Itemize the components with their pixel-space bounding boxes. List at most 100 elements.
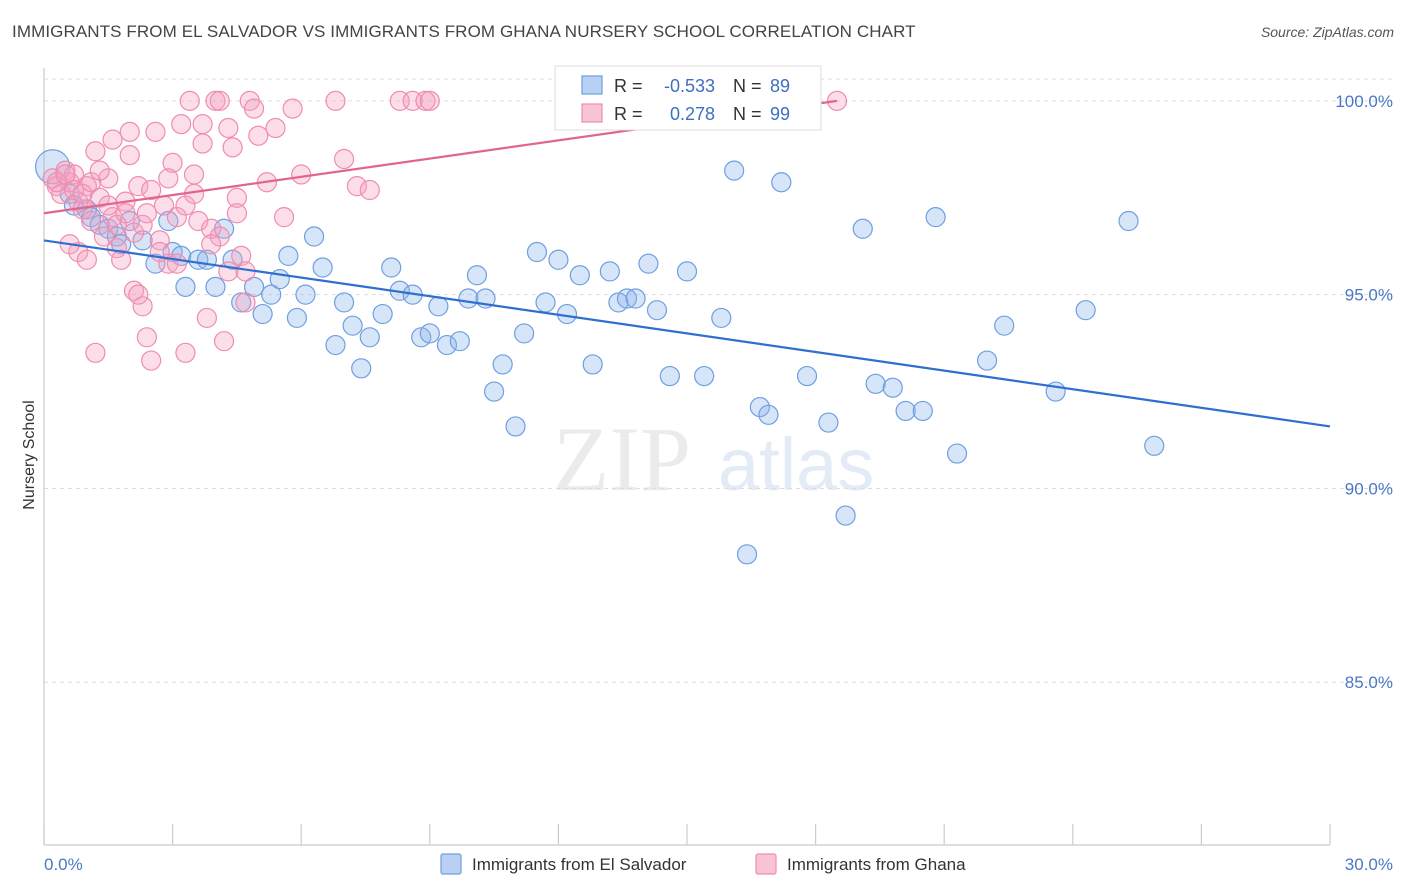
point-ghana bbox=[171, 114, 192, 135]
point-el-salvador bbox=[303, 226, 325, 247]
point-el-salvador bbox=[436, 334, 458, 356]
series-el-salvador bbox=[34, 102, 1165, 565]
stats-n-value-2: 99 bbox=[770, 104, 790, 124]
point-ghana bbox=[226, 187, 247, 208]
point-ghana bbox=[102, 129, 123, 150]
axes bbox=[43, 68, 1331, 846]
point-ghana bbox=[93, 226, 115, 247]
point-el-salvador bbox=[205, 276, 226, 298]
point-ghana bbox=[85, 342, 106, 363]
trend-line-el-salvador bbox=[43, 239, 1331, 428]
point-el-salvador bbox=[758, 404, 779, 425]
point-ghana bbox=[209, 226, 230, 247]
point-ghana bbox=[231, 245, 252, 267]
point-ghana bbox=[201, 234, 222, 255]
point-el-salvador bbox=[616, 288, 638, 309]
point-ghana bbox=[132, 214, 153, 236]
point-el-salvador bbox=[865, 373, 886, 394]
stats-swatch-el-salvador bbox=[581, 75, 603, 95]
point-ghana bbox=[243, 98, 265, 119]
point-ghana bbox=[192, 133, 213, 154]
point-el-salvador bbox=[976, 350, 998, 371]
point-el-salvador bbox=[419, 323, 440, 344]
point-ghana bbox=[218, 117, 239, 139]
stats-n-value-1: 89 bbox=[770, 76, 790, 96]
point-ghana bbox=[136, 203, 157, 224]
point-ghana bbox=[166, 207, 187, 228]
point-el-salvador bbox=[333, 292, 355, 313]
point-el-salvador bbox=[1075, 300, 1096, 321]
stats-r-value-2: 0.278 bbox=[670, 104, 715, 124]
point-el-salvador bbox=[261, 284, 282, 305]
stats-swatch-ghana bbox=[581, 103, 603, 123]
point-ghana bbox=[68, 241, 89, 263]
point-ghana bbox=[119, 121, 140, 142]
point-ghana bbox=[235, 292, 256, 313]
point-el-salvador bbox=[231, 292, 252, 313]
point-el-salvador bbox=[492, 354, 513, 375]
point-ghana bbox=[209, 90, 230, 111]
point-el-salvador bbox=[188, 249, 209, 270]
point-el-salvador bbox=[243, 276, 265, 298]
point-el-salvador bbox=[852, 218, 873, 239]
point-el-salvador bbox=[946, 443, 968, 464]
point-ghana bbox=[346, 176, 368, 197]
point-ghana bbox=[218, 261, 239, 282]
stats-r-label-1: R = bbox=[614, 76, 643, 96]
y-tick-label: 85.0% bbox=[1345, 673, 1393, 692]
point-ghana bbox=[106, 238, 127, 259]
point-ghana bbox=[55, 164, 76, 185]
legend-swatch-el-salvador bbox=[440, 853, 462, 875]
point-el-salvador bbox=[659, 365, 680, 387]
point-el-salvador bbox=[342, 315, 363, 336]
point-ghana bbox=[89, 187, 110, 208]
watermark: ZIP atlas bbox=[553, 408, 874, 510]
point-el-salvador bbox=[278, 245, 299, 267]
stats-r-label-2: R = bbox=[614, 104, 643, 124]
point-ghana bbox=[175, 342, 196, 363]
stats-n-label-2: N = bbox=[733, 104, 762, 124]
point-el-salvador bbox=[646, 300, 668, 321]
point-ghana bbox=[115, 203, 136, 224]
point-ghana bbox=[213, 331, 235, 352]
y-tick-label: 90.0% bbox=[1345, 479, 1393, 498]
point-ghana bbox=[162, 152, 183, 173]
point-ghana bbox=[291, 164, 312, 185]
point-el-salvador bbox=[514, 323, 535, 344]
legend-label-el-salvador: Immigrants from El Salvador bbox=[472, 855, 687, 874]
point-el-salvador bbox=[835, 505, 856, 526]
point-el-salvador bbox=[484, 381, 505, 402]
point-el-salvador bbox=[295, 284, 316, 305]
point-el-salvador bbox=[466, 265, 488, 286]
point-el-salvador bbox=[1118, 210, 1139, 232]
point-el-salvador bbox=[458, 288, 479, 309]
point-ghana bbox=[63, 164, 85, 185]
point-el-salvador bbox=[351, 358, 372, 379]
watermark-atlas: atlas bbox=[718, 423, 874, 506]
point-el-salvador bbox=[771, 172, 792, 193]
y-tick-label: 100.0% bbox=[1335, 92, 1393, 111]
stats-r-value-1: -0.533 bbox=[664, 76, 715, 96]
x-tick-label-min: 0.0% bbox=[44, 855, 83, 874]
point-el-salvador bbox=[175, 276, 196, 298]
point-el-salvador bbox=[505, 416, 526, 437]
point-ghana bbox=[192, 114, 213, 135]
point-ghana bbox=[273, 207, 295, 228]
point-ghana bbox=[359, 179, 380, 201]
stats-n-label-1: N = bbox=[733, 76, 762, 96]
point-el-salvador bbox=[381, 257, 402, 278]
legend-swatch-ghana bbox=[755, 853, 777, 875]
point-ghana bbox=[81, 172, 102, 193]
point-el-salvador bbox=[599, 261, 620, 282]
point-el-salvador bbox=[312, 257, 333, 278]
point-ghana bbox=[136, 327, 157, 348]
point-el-salvador bbox=[359, 327, 380, 348]
point-el-salvador bbox=[749, 396, 770, 418]
point-ghana bbox=[85, 141, 106, 162]
point-el-salvador bbox=[535, 292, 556, 313]
point-ghana bbox=[132, 296, 153, 317]
point-ghana bbox=[76, 249, 97, 270]
point-ghana bbox=[123, 222, 145, 243]
point-el-salvador bbox=[796, 365, 818, 387]
